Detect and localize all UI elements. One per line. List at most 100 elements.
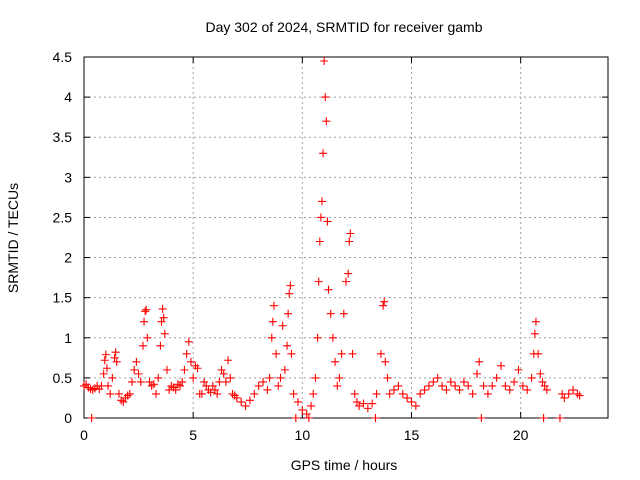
data-point [159, 313, 168, 322]
data-point [331, 357, 340, 366]
data-point [314, 277, 323, 286]
data-point [136, 377, 145, 386]
data-point [143, 333, 152, 342]
y-tick-label: 2 [64, 250, 72, 266]
data-point [442, 385, 451, 394]
data-point [477, 414, 486, 422]
x-tick-label: 15 [404, 427, 420, 443]
data-point [307, 401, 316, 410]
data-point [501, 381, 510, 390]
data-point [407, 397, 416, 406]
data-point [184, 337, 193, 346]
data-point [269, 301, 278, 310]
data-point [206, 388, 215, 397]
data-point [335, 373, 344, 382]
x-tick-label: 10 [295, 427, 311, 443]
chart-title: Day 302 of 2024, SRMTID for receiver gam… [205, 19, 482, 35]
data-point [542, 385, 551, 394]
y-tick-label: 4 [64, 89, 72, 105]
data-point [274, 381, 283, 390]
data-point [134, 369, 143, 378]
data-point [451, 381, 460, 390]
data-point [154, 373, 163, 382]
data-point [241, 401, 250, 410]
data-point [416, 389, 425, 398]
data-point [178, 377, 187, 386]
data-point [213, 389, 222, 398]
data-point [575, 391, 584, 400]
data-point [539, 414, 548, 422]
data-point [200, 377, 209, 386]
data-point [108, 373, 117, 382]
data-point [573, 389, 582, 398]
data-point [87, 414, 96, 422]
data-point [523, 385, 532, 394]
axis-layer: 0 5 10 15 20 0 0.5 1 1.5 2 2.5 3 3.5 4 4.5 [53, 49, 609, 443]
data-point [278, 321, 287, 330]
grid-layer [84, 57, 608, 418]
data-point [438, 381, 447, 390]
data-point [368, 399, 377, 408]
data-point [157, 317, 166, 326]
data-point [424, 381, 433, 390]
data-point [538, 377, 547, 386]
data-point [149, 380, 158, 389]
data-point [237, 397, 246, 406]
data-point [119, 397, 128, 406]
data-point [483, 389, 492, 398]
data-point [158, 304, 167, 313]
data-point [569, 385, 578, 394]
data-point [411, 401, 420, 410]
data-point [468, 389, 477, 398]
data-point [398, 389, 407, 398]
data-point [348, 349, 357, 358]
data-point [114, 389, 123, 398]
data-point [176, 381, 185, 390]
data-point [479, 381, 488, 390]
data-point [180, 365, 189, 374]
y-tick-label: 0 [64, 410, 72, 426]
data-point [189, 373, 198, 382]
data-point [505, 385, 514, 394]
data-point [355, 401, 364, 410]
data-point [104, 381, 113, 390]
data-points [80, 57, 584, 422]
data-point [527, 373, 536, 382]
data-point [156, 341, 165, 350]
data-point [267, 333, 276, 342]
data-point [142, 305, 151, 314]
data-point [372, 389, 381, 398]
data-point [328, 333, 337, 342]
data-point [488, 381, 497, 390]
data-point [420, 385, 429, 394]
data-point [459, 377, 468, 386]
data-point [531, 317, 540, 326]
data-point [464, 381, 473, 390]
data-point [309, 389, 318, 398]
y-tick-label: 3.5 [53, 129, 73, 145]
data-point [311, 373, 320, 382]
data-point [385, 389, 394, 398]
data-point [217, 365, 226, 374]
data-point [147, 381, 156, 390]
data-point [162, 365, 171, 374]
data-point [293, 397, 302, 406]
data-point [283, 341, 292, 350]
data-point [167, 381, 176, 390]
data-point [518, 381, 527, 390]
data-point [560, 393, 569, 402]
data-point [182, 349, 191, 358]
data-point [130, 365, 139, 374]
data-point [100, 356, 109, 365]
data-point [380, 297, 389, 306]
data-point [390, 385, 399, 394]
data-point [530, 329, 539, 338]
data-point [319, 149, 328, 158]
data-point [323, 217, 332, 226]
data-point [316, 213, 325, 222]
x-axis-label: GPS time / hours [291, 457, 398, 473]
plot-frame [83, 56, 609, 419]
data-point [298, 405, 307, 414]
data-point [350, 389, 359, 398]
